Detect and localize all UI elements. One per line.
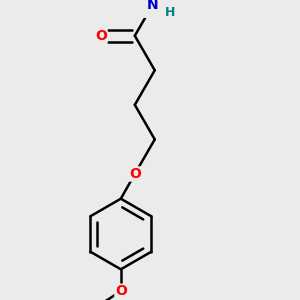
Text: O: O [115, 284, 127, 298]
Text: O: O [95, 29, 107, 43]
Text: O: O [129, 167, 141, 181]
Text: N: N [147, 0, 159, 12]
Text: H: H [164, 6, 175, 19]
